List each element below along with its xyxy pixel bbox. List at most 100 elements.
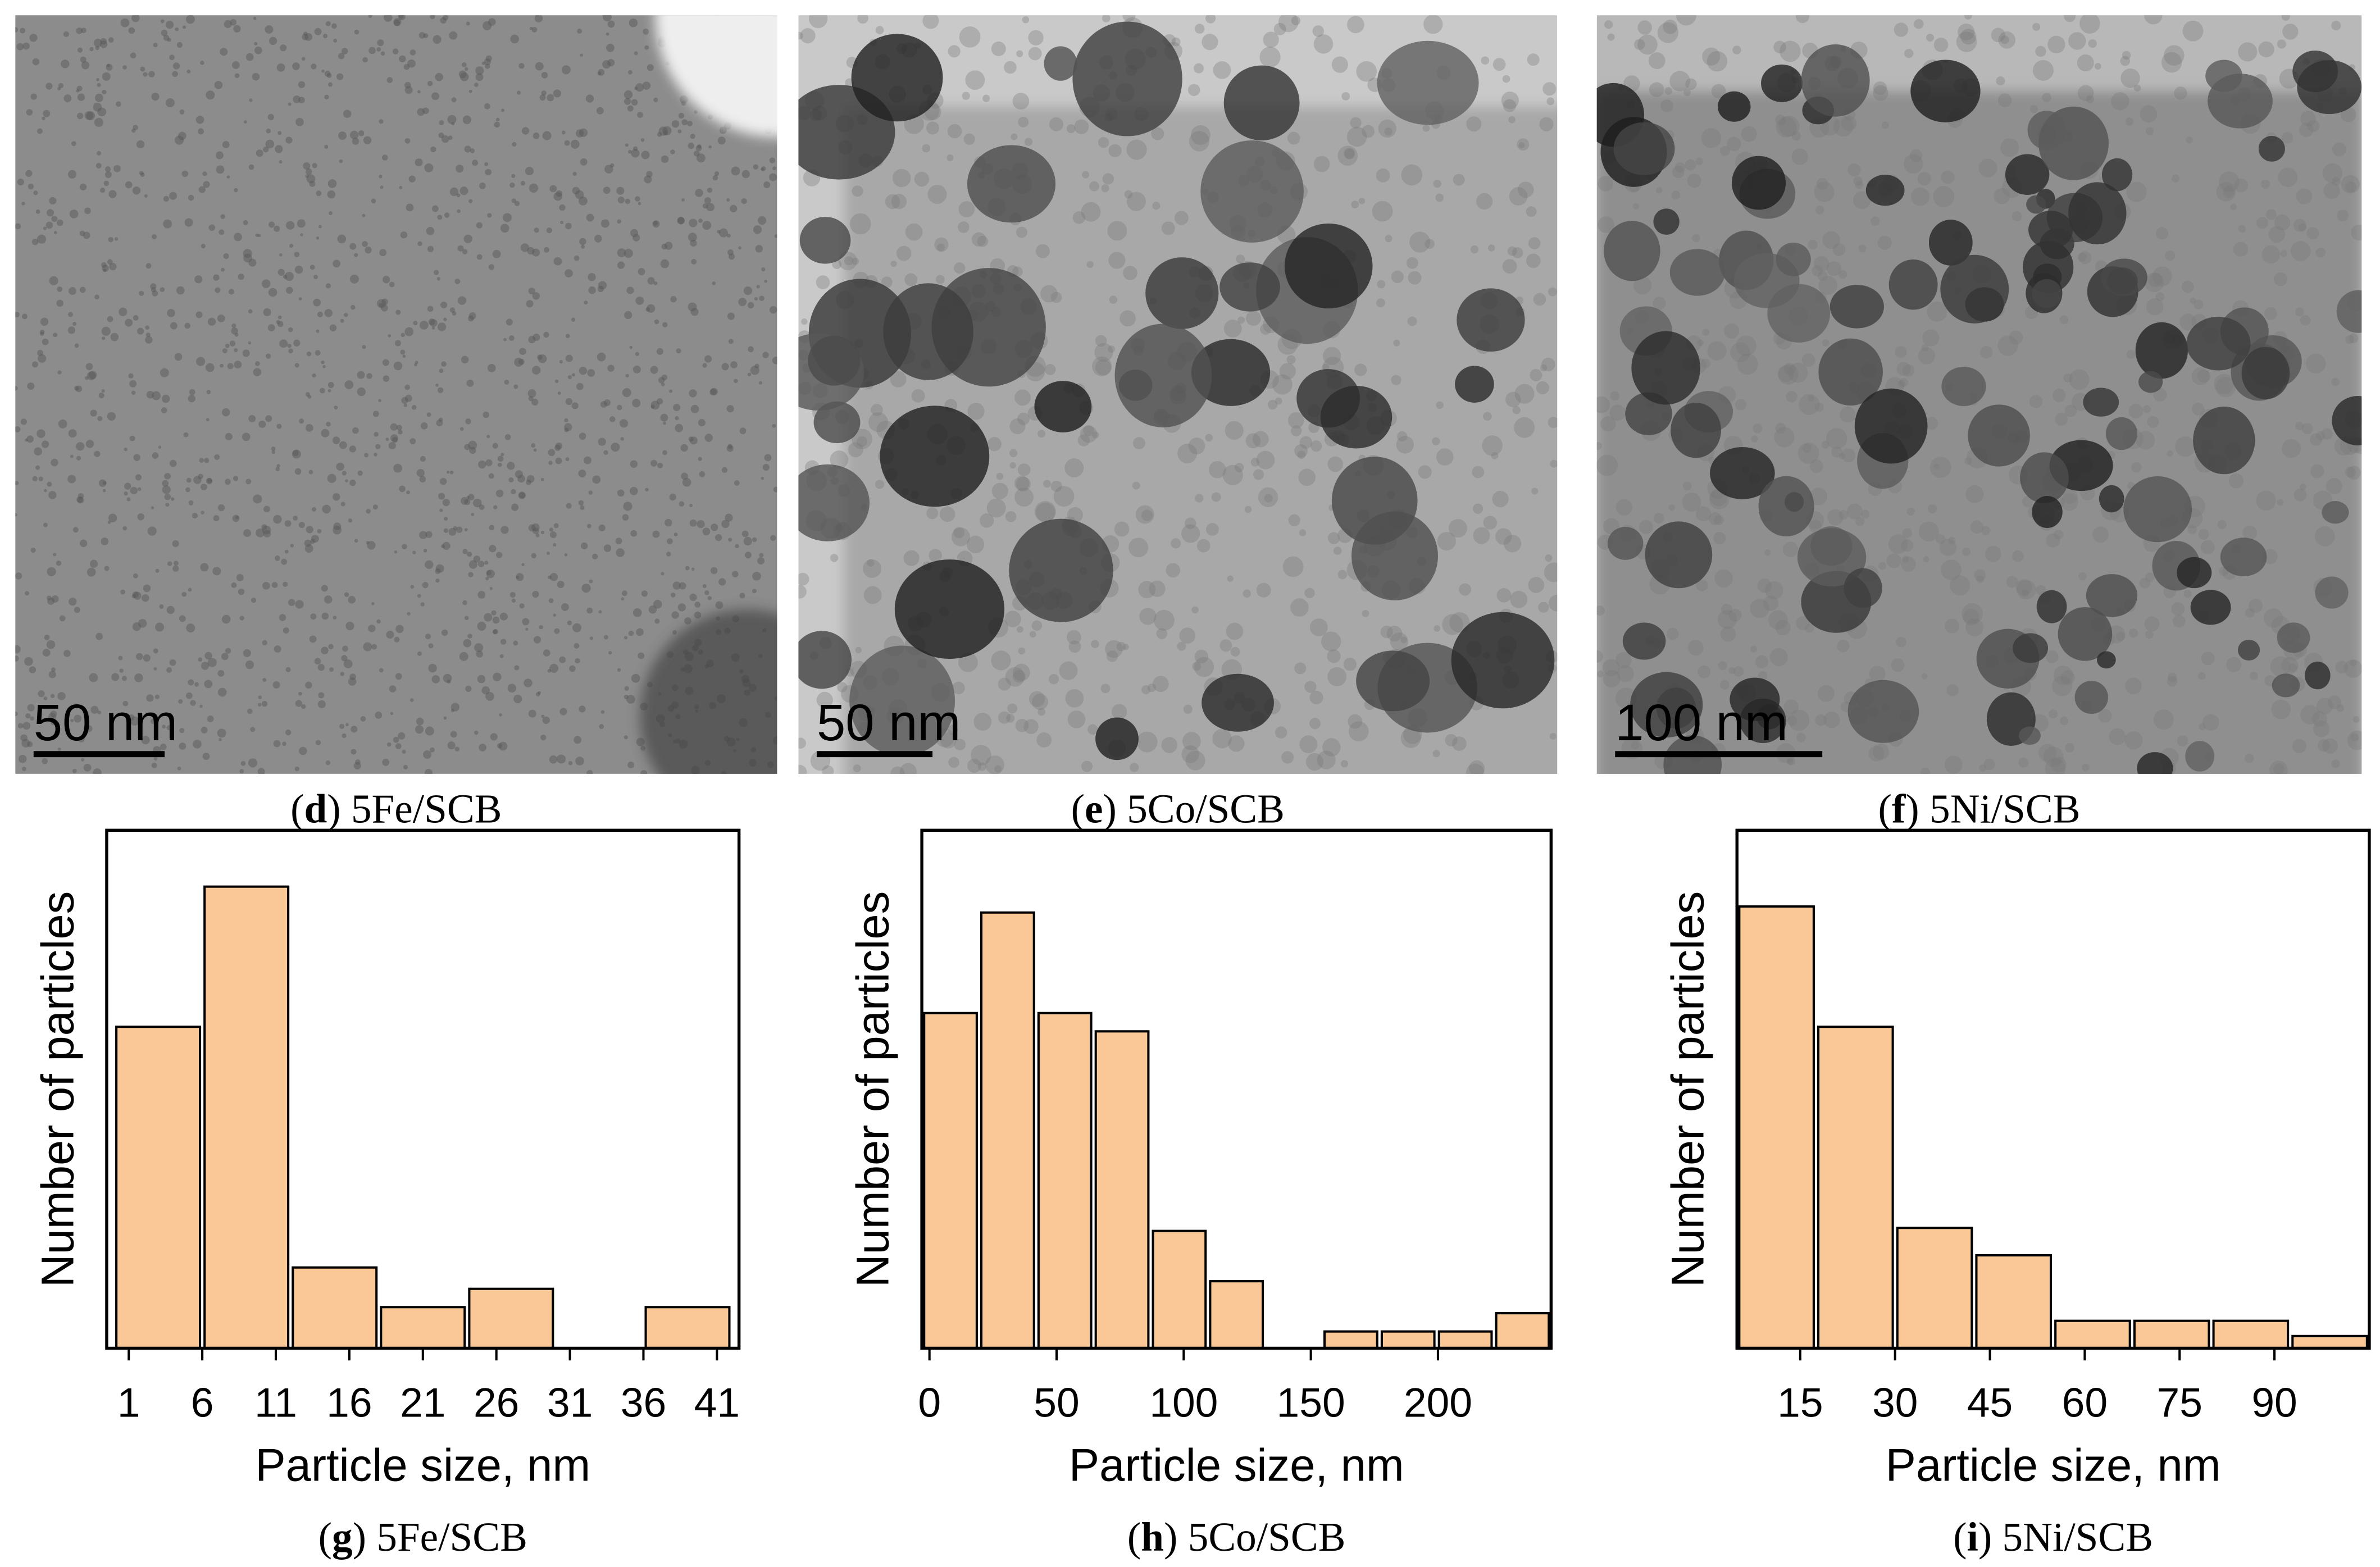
- texture: [754, 297, 758, 301]
- texture: [250, 727, 256, 732]
- texture: [249, 98, 253, 102]
- texture: [1189, 131, 1210, 152]
- texture: [2125, 677, 2142, 695]
- texture: [2088, 39, 2097, 48]
- texture: [231, 61, 240, 69]
- texture: [1014, 488, 1034, 507]
- texture: [603, 399, 611, 406]
- texture: [607, 365, 615, 372]
- texture: [2171, 174, 2179, 183]
- texture: [565, 269, 573, 277]
- texture: [2035, 45, 2046, 57]
- texture: [926, 121, 939, 135]
- texture: [688, 302, 697, 312]
- texture: [99, 188, 106, 193]
- texture: [45, 221, 53, 229]
- texture: [500, 224, 509, 233]
- texture: [280, 44, 287, 52]
- texture: [565, 398, 573, 406]
- texture: [577, 28, 583, 34]
- texture: [1432, 750, 1440, 758]
- particle: [1865, 175, 1905, 206]
- texture: [1831, 446, 1843, 458]
- texture: [1838, 270, 1847, 279]
- texture: [1488, 244, 1495, 252]
- texture: [911, 389, 925, 403]
- texture: [852, 185, 863, 197]
- texture: [1181, 745, 1199, 763]
- texture: [679, 582, 686, 590]
- texture: [570, 139, 580, 149]
- texture: [579, 705, 586, 713]
- texture: [37, 234, 47, 244]
- texture: [431, 205, 439, 212]
- texture: [848, 442, 863, 458]
- texture: [734, 480, 740, 486]
- texture: [131, 15, 140, 22]
- texture: [1914, 19, 1924, 29]
- texture: [1808, 395, 1814, 402]
- texture: [1868, 745, 1885, 762]
- texture: [559, 656, 566, 663]
- texture: [2331, 21, 2341, 31]
- texture: [56, 299, 63, 307]
- texture: [35, 465, 40, 470]
- texture: [184, 218, 193, 227]
- texture: [1503, 535, 1522, 553]
- texture: [515, 470, 523, 479]
- texture: [574, 736, 582, 744]
- texture: [881, 276, 893, 288]
- texture: [774, 234, 777, 238]
- texture: [2219, 171, 2240, 192]
- texture: [161, 29, 168, 37]
- texture: [435, 384, 439, 387]
- texture: [1372, 201, 1393, 222]
- texture: [1963, 609, 1979, 626]
- texture: [447, 680, 451, 684]
- particle: [2123, 476, 2192, 543]
- texture: [629, 486, 638, 495]
- texture: [381, 298, 388, 306]
- texture: [485, 577, 489, 581]
- texture: [279, 160, 283, 164]
- texture: [204, 680, 213, 689]
- texture: [1697, 339, 1704, 347]
- texture: [533, 448, 537, 452]
- particle: [1761, 64, 1803, 102]
- texture: [88, 371, 97, 380]
- texture: [630, 229, 639, 238]
- texture: [484, 613, 493, 622]
- texture: [170, 322, 178, 330]
- texture: [177, 766, 181, 771]
- texture: [271, 447, 276, 452]
- texture: [541, 90, 547, 96]
- texture: [349, 243, 357, 250]
- texture: [477, 675, 486, 684]
- texture: [1211, 492, 1221, 502]
- texture: [581, 244, 585, 249]
- texture: [982, 94, 990, 102]
- texture: [324, 70, 331, 77]
- texture: [743, 286, 753, 295]
- texture: [133, 315, 139, 321]
- texture: [816, 691, 833, 708]
- texture: [1653, 297, 1666, 310]
- texture: [245, 479, 252, 485]
- plot-frame: [920, 828, 1553, 1350]
- texture: [219, 229, 225, 235]
- texture: [49, 276, 58, 285]
- texture: [314, 658, 321, 665]
- texture: [213, 515, 220, 522]
- texture: [248, 415, 256, 422]
- texture: [263, 308, 271, 316]
- texture: [1449, 612, 1470, 633]
- texture: [145, 332, 151, 338]
- texture: [1950, 575, 1971, 596]
- texture: [2022, 496, 2033, 508]
- texture: [475, 66, 484, 75]
- texture: [2043, 746, 2064, 767]
- caption-open: (: [1953, 1514, 1967, 1560]
- texture: [617, 404, 622, 411]
- texture: [393, 463, 403, 473]
- texture: [1930, 457, 1951, 478]
